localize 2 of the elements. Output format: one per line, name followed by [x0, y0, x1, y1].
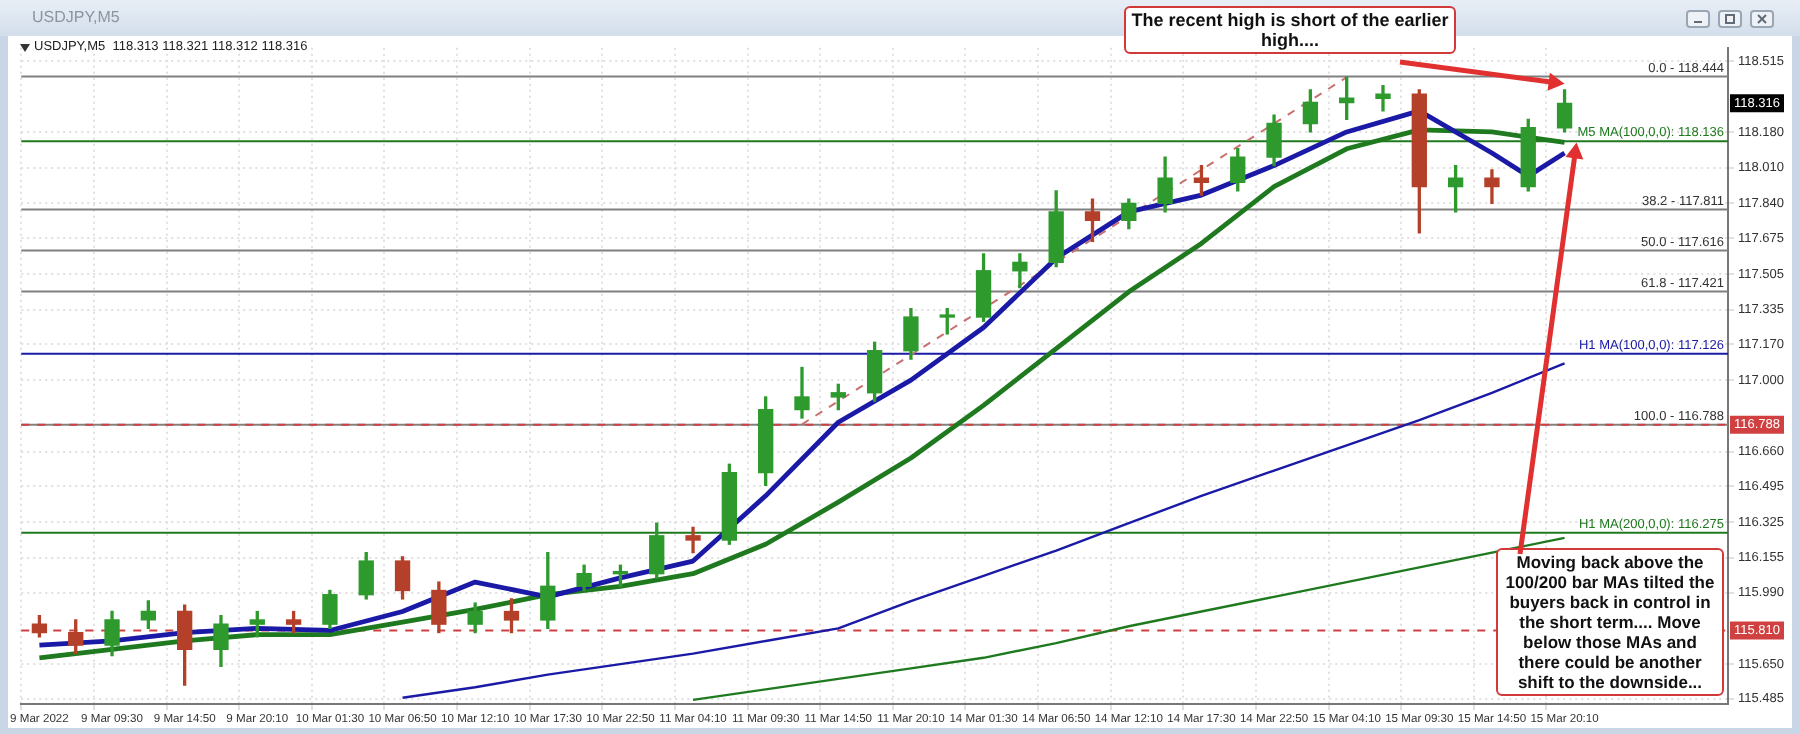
- candlestick: [939, 307, 955, 335]
- chart-title: USDJPY,M5: [32, 8, 120, 26]
